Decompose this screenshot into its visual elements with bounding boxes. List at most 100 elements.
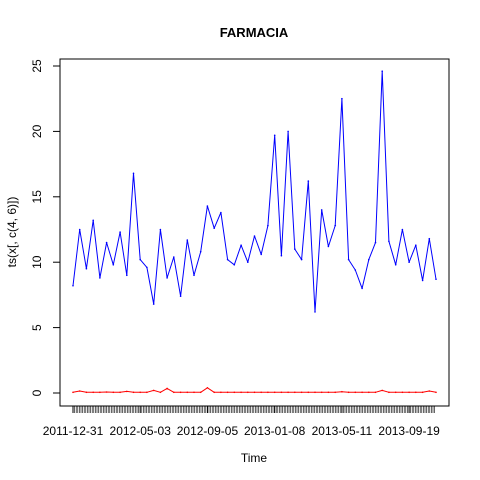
series-0-point <box>273 134 276 137</box>
series-1-point <box>186 391 189 394</box>
series-0-point <box>394 264 397 266</box>
series-0-point <box>368 258 370 261</box>
x-tick-label: 2013-09-19 <box>378 424 440 438</box>
series-0-point <box>307 180 310 182</box>
series-1-point <box>354 391 357 394</box>
x-tick-label: 2013-01-08 <box>244 424 306 438</box>
series-0-point <box>193 274 195 277</box>
series-1-point <box>226 391 229 394</box>
series-1-point <box>320 391 323 394</box>
series-1-point <box>368 391 370 394</box>
series-1-point <box>388 391 390 394</box>
series-1-point <box>347 391 350 394</box>
series-0-point <box>428 237 431 240</box>
series-1-point <box>233 391 236 394</box>
series-0-point <box>327 245 330 248</box>
series-1-point <box>381 389 384 392</box>
series-0-point <box>152 303 155 305</box>
series-0-point <box>287 130 289 133</box>
series-1-point <box>314 391 316 394</box>
series-0-point <box>179 295 182 298</box>
series-0-point <box>267 224 269 227</box>
series-0-point <box>260 253 263 256</box>
series-1-point <box>85 391 88 394</box>
series-layer <box>72 70 437 394</box>
series-0-point <box>159 228 162 231</box>
series-0-point <box>92 219 94 222</box>
y-tick-label: 5 <box>30 324 44 331</box>
series-1-point <box>199 391 202 394</box>
series-1-point <box>267 391 269 394</box>
series-0-point <box>226 258 229 261</box>
series-0-point <box>294 248 296 250</box>
series-0-point <box>78 228 81 231</box>
series-1-point <box>361 391 363 394</box>
y-tick-label: 20 <box>30 124 44 138</box>
series-0-point <box>240 244 242 246</box>
series-0-point <box>173 256 175 258</box>
x-axis-label: Time <box>241 451 268 465</box>
series-1-point <box>307 391 310 394</box>
series-0-point <box>347 258 350 261</box>
series-1-point <box>374 391 377 394</box>
series-1-point <box>341 390 343 393</box>
series-1-point <box>152 389 155 392</box>
series-0-point <box>186 239 189 241</box>
series-1-point <box>92 391 94 394</box>
series-0-point <box>421 279 424 282</box>
y-tick-label: 15 <box>30 190 44 204</box>
series-1-point <box>220 391 222 394</box>
series-1-point <box>327 391 330 394</box>
series-1-point <box>78 390 81 392</box>
series-0-point <box>112 264 115 266</box>
y-tick-label: 10 <box>30 255 44 269</box>
series-1-point <box>139 391 141 394</box>
series-0-point <box>247 261 249 264</box>
series-0-point <box>166 277 168 279</box>
series-0-point <box>72 284 74 287</box>
y-tick-label: 0 <box>30 389 44 396</box>
series-1-point <box>206 387 209 389</box>
series-1-point <box>99 391 101 394</box>
x-tick-label: 2011-12-31 <box>43 424 104 438</box>
series-1-point <box>132 391 135 394</box>
series-0-point <box>381 70 384 72</box>
series-line-0 <box>72 70 437 313</box>
series-0-point <box>213 227 215 229</box>
series-1-point <box>173 391 175 394</box>
series-1-point <box>435 391 437 394</box>
series-0-point <box>361 287 363 290</box>
series-0-point <box>401 228 404 231</box>
series-1-point <box>415 391 417 394</box>
series-1-point <box>105 391 108 393</box>
series-1-point <box>126 390 128 393</box>
series-1-point <box>428 390 431 392</box>
series-0-point <box>415 244 417 246</box>
series-1-point <box>260 391 263 394</box>
series-1-point <box>240 391 242 394</box>
y-tick-label: 25 <box>30 59 44 73</box>
series-0-point <box>374 241 377 244</box>
x-tick-label: 2012-05-03 <box>110 424 172 438</box>
series-1-point <box>119 391 121 394</box>
series-0-point <box>388 240 390 243</box>
series-1-point <box>112 391 115 394</box>
plot-box <box>59 58 450 407</box>
series-0-point <box>435 278 437 281</box>
series-0-point <box>354 269 357 271</box>
series-0-point <box>320 209 323 211</box>
x-axis: 2011-12-31 2012-05-03 2012-09-05 2013-01-08… <box>43 405 440 438</box>
series-1-point <box>294 391 296 394</box>
series-1-point <box>401 391 404 394</box>
series-0-point <box>280 254 283 257</box>
series-0-point <box>408 261 410 264</box>
series-0-point <box>99 277 101 279</box>
series-1-point <box>408 391 410 394</box>
series-1-point <box>253 391 256 394</box>
series-0-point <box>126 274 128 277</box>
series-0-point <box>199 250 202 253</box>
series-0-point <box>85 267 88 270</box>
series-1-point <box>334 391 337 394</box>
series-0-point <box>146 266 148 269</box>
series-1-point <box>146 391 148 394</box>
